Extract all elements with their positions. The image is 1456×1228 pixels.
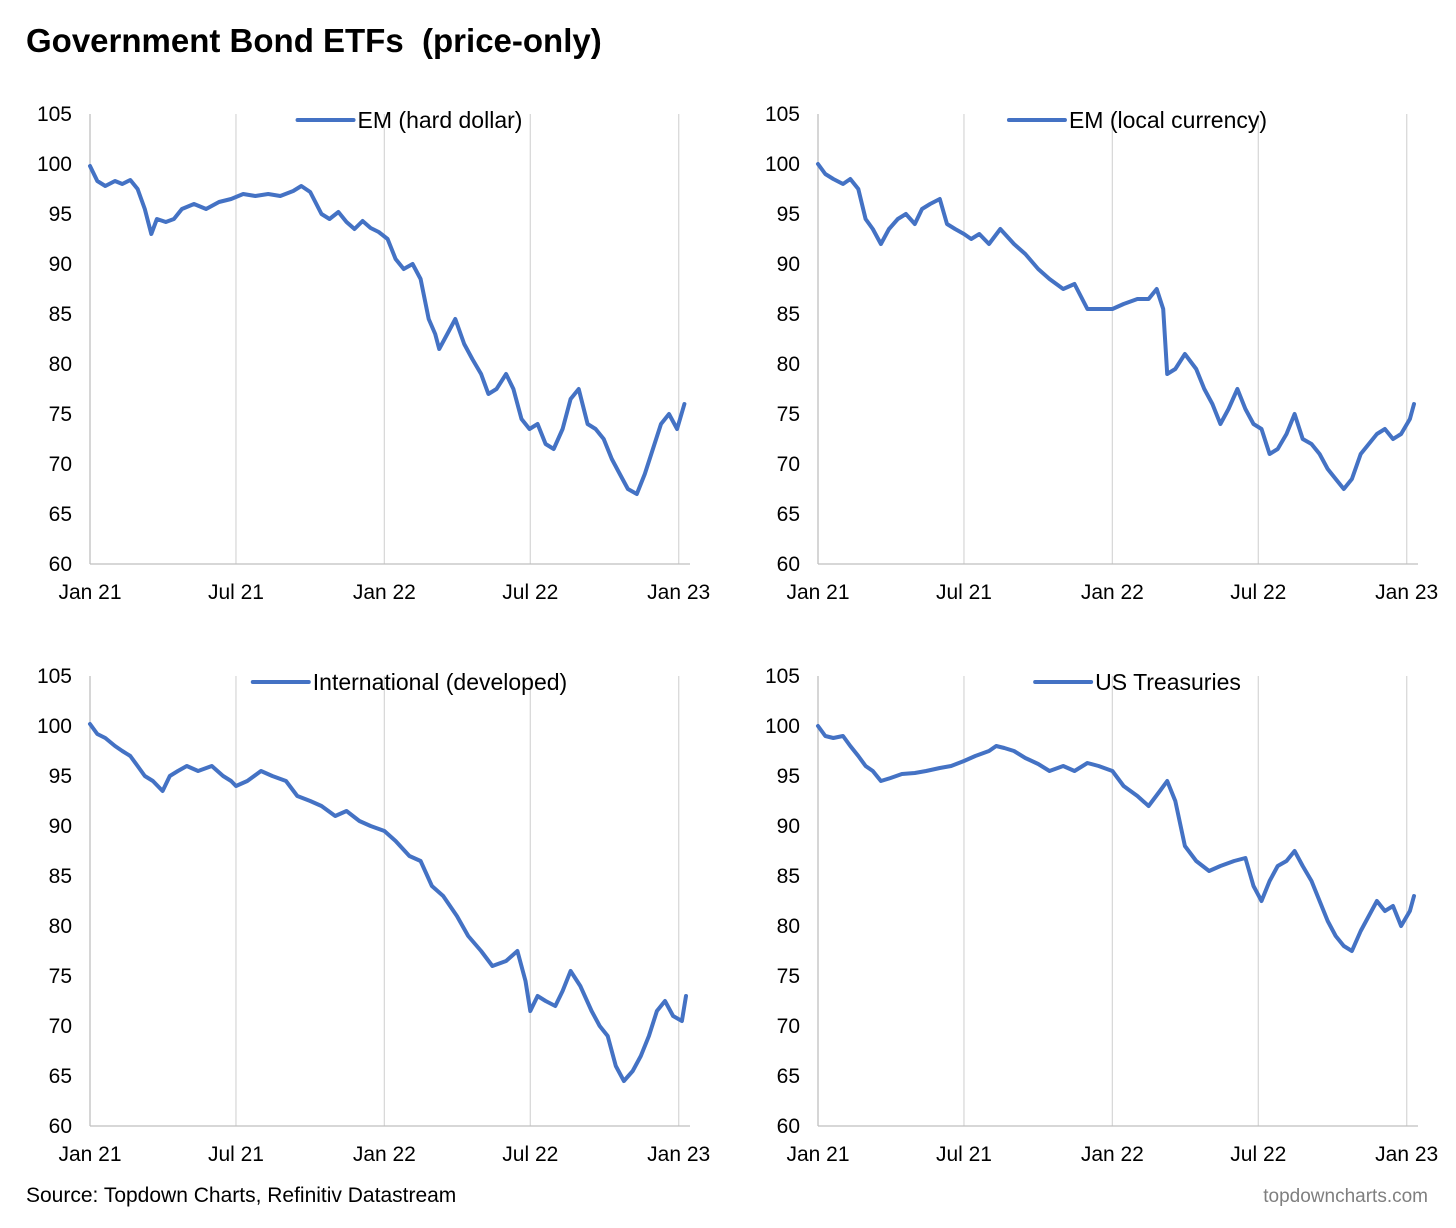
y-tick-label: 100 [37,153,72,176]
x-tick-label: Jan 21 [58,581,121,604]
x-tick-label: Jan 21 [58,1143,121,1166]
x-tick-label: Jul 22 [502,1143,558,1166]
series-line [816,724,1416,953]
y-tick-label: 75 [49,403,72,426]
y-tick-label: 105 [37,665,72,688]
chart-em-local-currency: Jan 21 Jul 21 Jan 22 Jul 22 Jan 23 60 65 70 75 80… [765,103,1438,604]
y-tick-label: 105 [765,665,800,688]
y-tick-label: 95 [777,765,800,788]
y-tick-label: 75 [777,965,800,988]
y-tick-label: 85 [777,303,800,326]
x-tick-label: Jan 21 [786,581,849,604]
y-tick-label: 95 [49,765,72,788]
y-tick-label: 85 [49,865,72,888]
y-tick-label: 90 [49,253,72,276]
legend-label: EM (hard dollar) [358,107,523,133]
chart-international-developed: Jan 21 Jul 21 Jan 22 Jul 22 Jan 23 60 65 70 75 80… [37,665,710,1166]
x-tick-label: Jan 23 [647,1143,710,1166]
y-tick-label: 70 [777,453,800,476]
series-line [88,722,688,1083]
y-tick-label: 80 [49,353,72,376]
x-tick-label: Jul 22 [1230,1143,1286,1166]
y-tick-label: 105 [765,103,800,126]
x-tick-label: Jan 23 [1375,581,1438,604]
y-tick-label: 70 [777,1015,800,1038]
y-tick-label: 100 [37,715,72,738]
legend-label: US Treasuries [1095,669,1241,695]
y-tick-label: 85 [49,303,72,326]
y-tick-label: 65 [49,503,72,526]
x-tick-label: Jul 21 [208,1143,264,1166]
x-tick-label: Jan 23 [647,581,710,604]
y-tick-label: 75 [777,403,800,426]
x-tick-label: Jan 22 [1081,581,1144,604]
page-title: Government Bond ETFs (price-only) [26,22,602,59]
chart-em-hard-dollar: Jan 21 Jul 21 Jan 22 Jul 22 Jan 23 60 65 70 75 80… [37,103,710,604]
x-tick-label: Jul 22 [1230,581,1286,604]
x-tick-label: Jan 21 [786,1143,849,1166]
x-tick-label: Jan 22 [1081,1143,1144,1166]
y-tick-label: 105 [37,103,72,126]
y-tick-label: 70 [49,453,72,476]
y-tick-label: 80 [49,915,72,938]
y-tick-label: 80 [777,353,800,376]
legend-label: EM (local currency) [1069,107,1267,133]
y-tick-label: 60 [777,553,800,576]
y-tick-label: 100 [765,153,800,176]
chart-us-treasuries: Jan 21 Jul 21 Jan 22 Jul 22 Jan 23 60 65 70 75 80… [765,665,1438,1166]
y-tick-label: 60 [49,1115,72,1138]
series-line [88,164,687,496]
y-tick-label: 90 [777,815,800,838]
x-tick-label: Jul 21 [936,1143,992,1166]
x-tick-label: Jul 22 [502,581,558,604]
x-tick-label: Jan 22 [353,1143,416,1166]
y-tick-label: 95 [49,203,72,226]
x-tick-label: Jul 21 [936,581,992,604]
y-tick-label: 65 [49,1065,72,1088]
y-tick-label: 80 [777,915,800,938]
x-tick-label: Jul 21 [208,581,264,604]
x-tick-label: Jan 22 [353,581,416,604]
y-tick-label: 65 [777,1065,800,1088]
y-tick-label: 95 [777,203,800,226]
y-tick-label: 60 [777,1115,800,1138]
y-tick-label: 70 [49,1015,72,1038]
y-tick-label: 100 [765,715,800,738]
series-line [816,162,1416,491]
y-tick-label: 60 [49,553,72,576]
legend-label: International (developed) [313,669,567,695]
y-tick-label: 85 [777,865,800,888]
source-note: Source: Topdown Charts, Refinitiv Datast… [26,1184,457,1207]
y-tick-label: 90 [777,253,800,276]
x-tick-label: Jan 23 [1375,1143,1438,1166]
y-tick-label: 65 [777,503,800,526]
footer-website: topdowncharts.com [1263,1186,1428,1207]
y-tick-label: 75 [49,965,72,988]
y-tick-label: 90 [49,815,72,838]
